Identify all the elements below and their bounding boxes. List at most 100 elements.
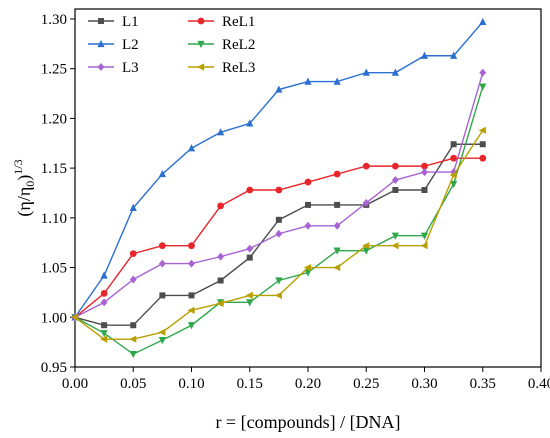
data-point-rel3 [333,263,341,272]
data-point-l3 [421,168,428,177]
legend-label: L3 [122,60,139,76]
data-point-l2 [391,68,399,76]
legend-label: L2 [122,37,139,53]
data-point-rel2 [362,247,370,255]
data-point-rel1 [362,162,370,170]
data-point-rel1 [333,170,341,178]
data-point-l1 [305,201,311,208]
data-point-l1 [392,186,399,193]
data-point-rel3 [129,335,137,343]
data-point-l2 [420,51,429,59]
data-point-l3 [391,176,399,185]
data-point-l2 [100,271,108,279]
data-point-l1 [479,141,486,148]
x-tick-label: 0.30 [411,376,437,392]
data-point-l2 [450,51,458,59]
data-point-rel1 [479,154,487,162]
data-point-l1 [450,141,457,148]
data-point-l3 [246,244,254,253]
legend-item-rel3: ReL3 [188,60,255,76]
data-point-rel2 [391,232,399,240]
y-tick-label: 1.05 [41,261,67,277]
data-point-rel3 [245,291,253,299]
data-point-l3 [304,221,312,230]
data-point-l3 [188,259,195,268]
data-point-l3 [100,298,108,307]
data-point-l3 [217,252,225,261]
data-point-rel1 [450,154,458,162]
x-tick-label: 0.15 [237,376,263,392]
data-point-l2 [158,169,166,178]
legend-item-rel2: ReL2 [188,37,255,53]
data-point-l3 [479,68,487,77]
data-point-l3 [450,168,458,177]
data-point-rel3 [158,328,166,336]
data-point-rel2 [246,299,254,307]
data-point-l1 [188,292,195,299]
data-point-l2 [187,144,196,152]
y-tick-label: 1.30 [41,12,67,28]
data-point-rel1 [391,162,399,170]
data-point-l2 [362,68,370,76]
data-point-l2 [129,203,137,211]
y-tick-label: 0.95 [41,360,67,376]
legend-item-rel1: ReL1 [188,14,255,30]
data-point-rel1 [100,290,108,297]
data-point-l2 [246,119,254,127]
data-point-rel3 [391,242,399,250]
legend-marker [97,39,105,48]
data-point-rel2 [420,232,429,240]
y-tick-label: 1.15 [41,161,67,177]
data-point-rel1 [246,186,254,194]
data-point-l2 [217,128,225,136]
data-point-rel3 [303,263,312,272]
legend-label: ReL2 [222,37,255,53]
data-point-l1 [334,201,341,208]
x-tick-label: 0.05 [120,376,146,392]
x-tick-label: 0.25 [353,376,379,392]
data-point-rel2 [158,337,166,345]
series-rel3 [70,126,486,343]
legend-marker [98,18,104,24]
data-point-l1 [275,216,282,223]
series-l2 [71,17,487,321]
data-point-rel2 [479,83,487,91]
data-point-l2 [479,17,487,26]
legend-label: L1 [122,14,139,30]
legend-marker [97,63,105,71]
data-point-rel2 [100,330,108,338]
data-point-rel1 [158,242,166,250]
y-tick-label: 1.25 [41,62,67,78]
data-point-rel2 [275,277,283,285]
data-point-rel1 [275,186,283,194]
data-point-rel3 [100,335,108,343]
x-tick-label: 0.20 [295,376,321,392]
data-point-rel1 [188,242,195,250]
axis-ticks: 0.00 0.05 0.10 0.15 0.20 0.25 0.30 0.35 0.40 0.95… [41,12,550,392]
data-point-l1 [217,277,224,284]
data-point-rel2 [187,322,196,330]
data-point-rel1 [304,178,312,186]
x-tick-label: 0.35 [470,376,496,392]
data-point-rel3 [70,313,79,321]
legend-marker [197,40,205,49]
legend: L1 ReL1 L2 ReL2 L3 ReL3 [88,14,255,76]
data-point-rel2 [333,247,341,255]
data-point-l1 [159,292,166,299]
legend-label: ReL3 [222,60,255,76]
data-point-l3 [129,275,137,284]
data-point-l3 [158,259,166,268]
data-point-l3 [362,198,370,207]
data-point-l1 [130,322,137,329]
legend-item-l2: L2 [88,37,139,53]
x-axis-title: r = [compounds] / [DNA] [215,412,400,432]
y-tick-label: 1.10 [41,211,67,227]
data-point-rel3 [478,126,486,134]
data-point-l1 [421,186,428,193]
y-axis-title: (η/η0)1/3 [11,159,37,216]
data-point-l3 [333,221,341,230]
y-tick-label: 1.20 [41,111,67,127]
data-point-l2 [333,77,341,85]
data-point-rel1 [129,250,137,258]
